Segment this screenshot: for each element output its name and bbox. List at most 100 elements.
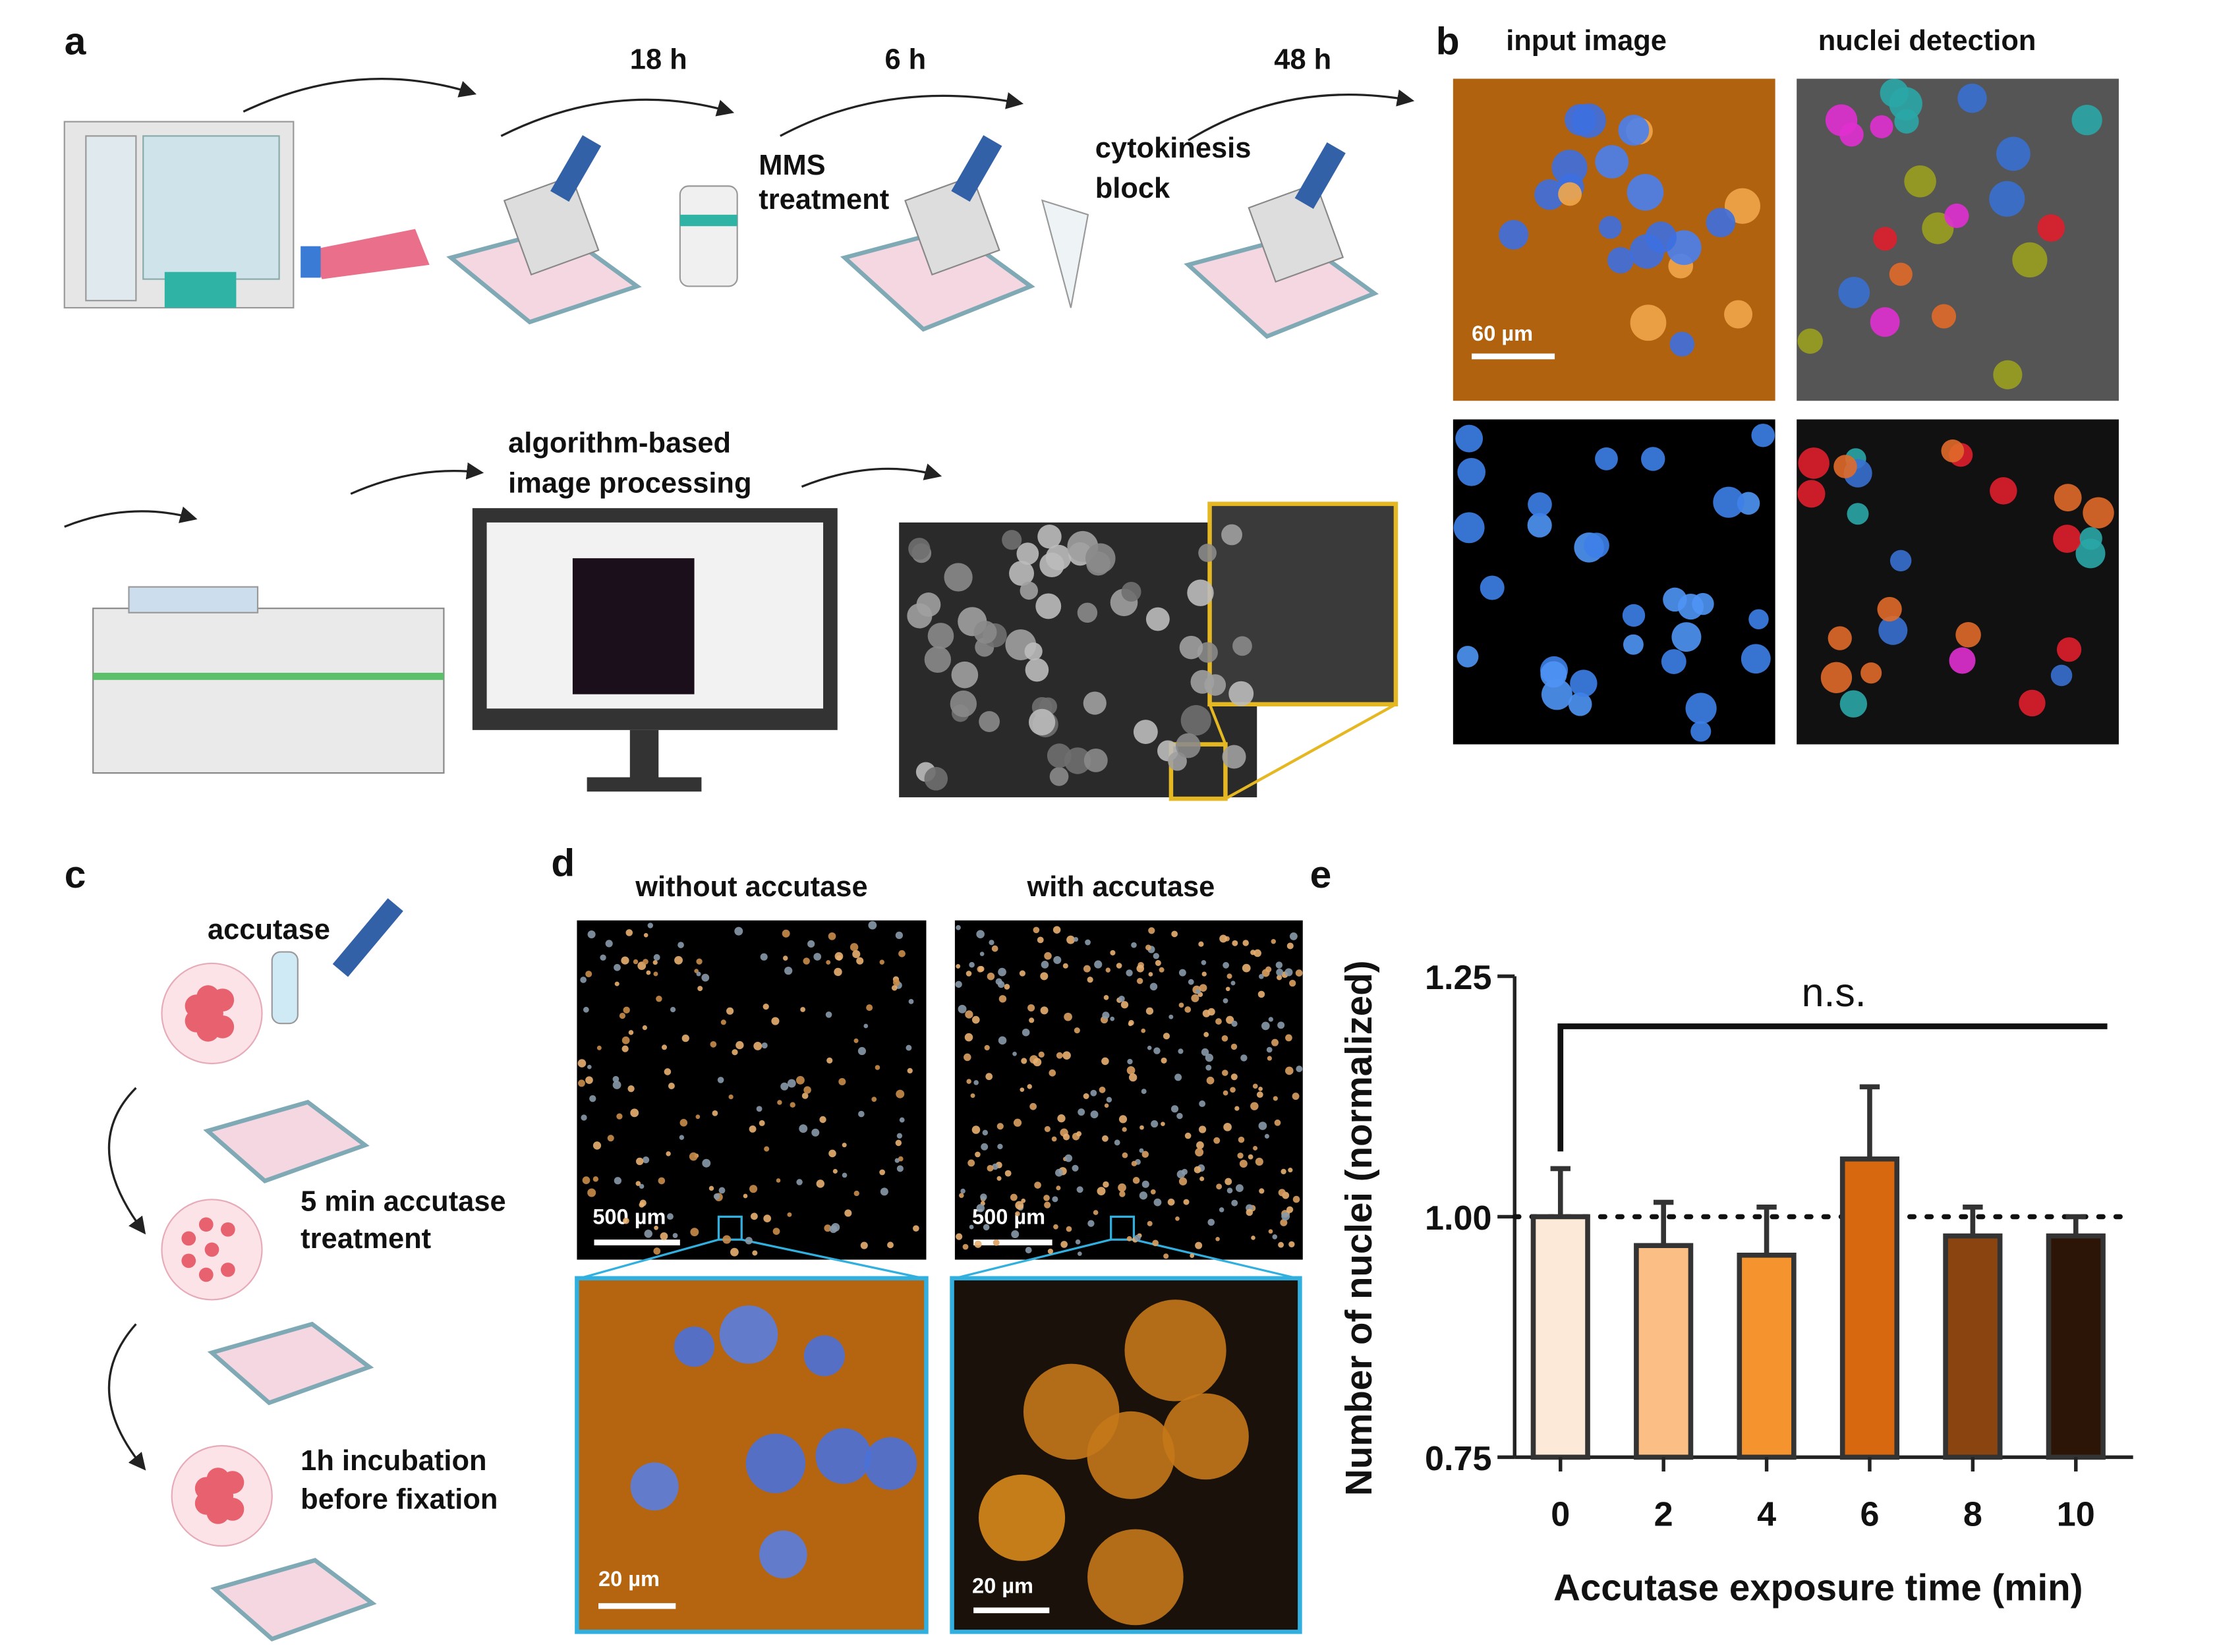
well-plates xyxy=(446,135,1379,339)
cell xyxy=(1663,587,1687,612)
cell xyxy=(1009,561,1035,586)
error-bar xyxy=(2065,1214,2086,1236)
cell xyxy=(1110,1016,1115,1021)
cell xyxy=(1029,1102,1037,1110)
step-label: MMS xyxy=(759,150,825,181)
cell xyxy=(1271,1039,1279,1046)
cell xyxy=(211,988,235,1011)
y-tick-label: 0.75 xyxy=(1425,1440,1491,1478)
cell xyxy=(1167,1198,1175,1206)
cell xyxy=(1044,952,1052,960)
cell xyxy=(760,953,768,961)
cell xyxy=(1225,1178,1232,1185)
cell xyxy=(1097,1187,1106,1196)
cell xyxy=(1246,1209,1254,1216)
cell xyxy=(1599,215,1622,239)
cell xyxy=(1168,1014,1174,1019)
cell xyxy=(763,1214,772,1223)
cell xyxy=(1011,1230,1020,1238)
cell xyxy=(670,1007,676,1013)
cell xyxy=(1565,103,1597,136)
cell xyxy=(965,971,972,977)
cell xyxy=(635,1181,641,1186)
bar xyxy=(1943,1233,2003,1460)
cell xyxy=(908,999,914,1004)
cell xyxy=(1265,966,1272,973)
cell xyxy=(1120,1001,1129,1009)
cell xyxy=(1259,1188,1265,1194)
cell xyxy=(1257,990,1265,998)
cell xyxy=(1101,1057,1109,1066)
cell xyxy=(759,1120,765,1126)
panel-letter: b xyxy=(1436,20,1460,63)
cell xyxy=(871,1097,877,1102)
panel-letter: d xyxy=(551,841,575,884)
cell xyxy=(689,1152,698,1161)
cell xyxy=(1002,530,1022,550)
cell xyxy=(639,1183,645,1189)
cell xyxy=(2071,105,2102,136)
cell xyxy=(1106,1097,1112,1103)
cell xyxy=(1292,1093,1300,1100)
cell xyxy=(838,1077,846,1086)
cell xyxy=(796,1179,803,1185)
cell xyxy=(677,942,684,948)
cell xyxy=(612,1081,621,1089)
cell xyxy=(1286,942,1294,950)
cell xyxy=(1066,935,1076,944)
cell xyxy=(1996,136,2031,171)
cell xyxy=(656,995,662,1002)
cell xyxy=(616,1113,623,1120)
cell xyxy=(1093,1210,1099,1215)
cell xyxy=(976,930,985,938)
cell xyxy=(864,1437,917,1490)
cell xyxy=(1284,968,1293,977)
cell xyxy=(975,1151,981,1158)
cell xyxy=(1568,692,1592,716)
cell xyxy=(832,1168,838,1174)
cell xyxy=(1170,1105,1179,1113)
cell xyxy=(782,955,788,961)
cell xyxy=(1163,1033,1170,1040)
cell xyxy=(1296,1066,1303,1073)
cell xyxy=(1268,1017,1273,1022)
bar-chart: 0.75 1.00 1.25 0 2 4 6 8 10 n.s. xyxy=(1425,959,2136,1534)
cell xyxy=(1527,513,1552,538)
cell xyxy=(587,1064,592,1069)
cell xyxy=(623,1006,630,1014)
cell xyxy=(1267,1056,1272,1061)
cell xyxy=(1870,307,1900,337)
significance-bracket xyxy=(1557,1023,2108,1152)
cell xyxy=(1255,1157,1263,1166)
cell xyxy=(763,1004,769,1010)
cell xyxy=(824,1224,832,1232)
cell xyxy=(1820,662,1853,693)
incubator xyxy=(63,121,430,309)
cell xyxy=(984,1044,990,1051)
cell xyxy=(916,592,941,617)
cell xyxy=(753,1041,763,1050)
cell xyxy=(1062,1051,1071,1060)
cell xyxy=(852,950,861,959)
cell xyxy=(1223,1090,1228,1096)
cell xyxy=(1904,165,1936,198)
cell xyxy=(1706,208,1736,238)
cell xyxy=(1456,646,1479,668)
cell xyxy=(1232,940,1238,946)
cell xyxy=(1052,926,1061,934)
cell xyxy=(1049,1069,1056,1077)
cell xyxy=(1253,1145,1258,1151)
cell xyxy=(627,1085,635,1093)
cell xyxy=(1207,1218,1215,1226)
scale-label: 20 µm xyxy=(972,1574,1033,1598)
cell xyxy=(636,1157,644,1166)
cell xyxy=(998,1036,1007,1045)
cell xyxy=(795,1075,805,1085)
cell xyxy=(577,1079,585,1087)
cell xyxy=(1232,636,1252,656)
cell xyxy=(198,1217,214,1232)
cell xyxy=(2019,689,2046,717)
cell xyxy=(1225,986,1230,992)
micrograph xyxy=(1453,419,1775,745)
cell xyxy=(803,1335,845,1377)
